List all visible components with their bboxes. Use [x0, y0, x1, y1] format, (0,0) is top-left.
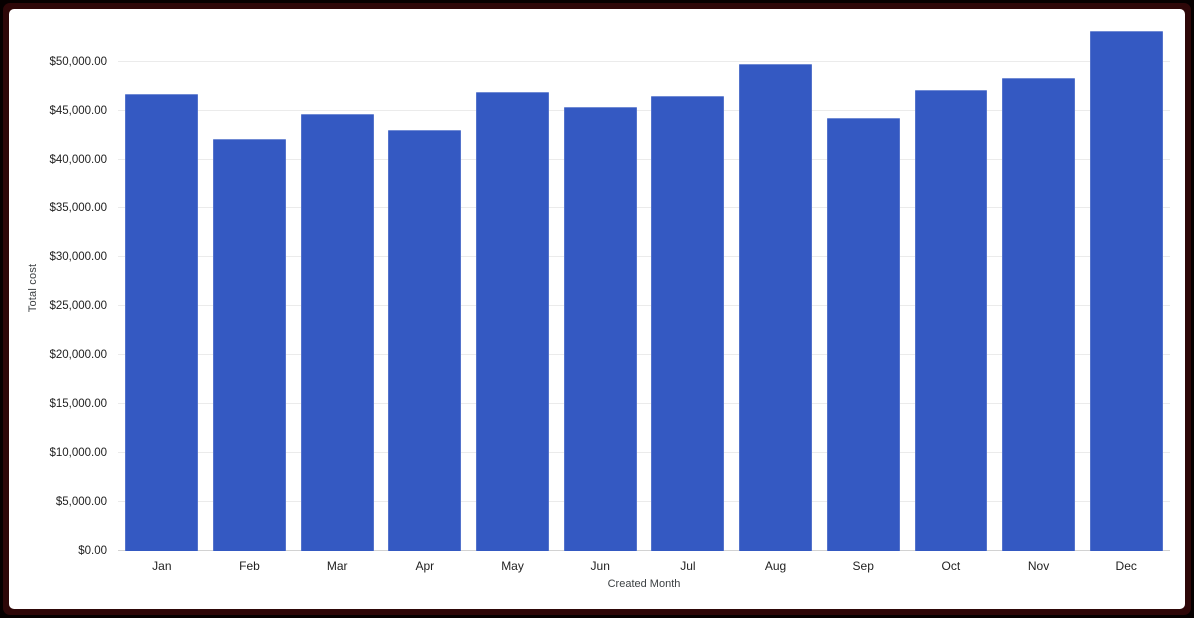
gridline	[118, 305, 1170, 307]
x-axis-tick-label: Jan	[152, 559, 172, 573]
y-axis-tick-label: $35,000.00	[49, 202, 107, 215]
x-axis-tick-label: Jul	[680, 559, 696, 573]
bar-oct[interactable]	[914, 90, 988, 551]
bar-dec[interactable]	[1089, 31, 1163, 551]
y-axis-tick-label: $20,000.00	[49, 349, 107, 362]
bar-slot	[1082, 24, 1170, 551]
chart-card: Total cost $0.00 $5,000.00 $10,000.00 $15,0…	[9, 9, 1185, 609]
chart-frame-border: Total cost $0.00 $5,000.00 $10,000.00 $15,0…	[3, 3, 1191, 615]
y-axis-tick-label: $40,000.00	[49, 153, 107, 166]
y-axis-tick-label: $30,000.00	[49, 251, 107, 264]
bar-mar[interactable]	[300, 113, 374, 551]
gridline	[118, 109, 1170, 111]
bar-slot	[381, 24, 469, 551]
x-axis-tick-label: Dec	[1115, 559, 1137, 573]
gridline	[118, 158, 1170, 160]
bar-jul[interactable]	[651, 95, 725, 551]
bar-apr[interactable]	[388, 130, 462, 551]
bar-jun[interactable]	[563, 106, 637, 551]
plot-area	[118, 24, 1170, 551]
gridline	[118, 550, 1170, 551]
y-axis-tick-label: $0.00	[78, 545, 107, 557]
x-axis-tick-label: Nov	[1027, 559, 1050, 573]
y-axis-tick-labels: $0.00 $5,000.00 $10,000.00 $15,000.00 $20,00…	[9, 24, 107, 557]
bar-may[interactable]	[476, 92, 549, 551]
bar-slot	[644, 24, 732, 551]
gridline	[118, 60, 1170, 62]
x-axis-tick-label: Oct	[941, 559, 961, 573]
x-axis-tick-label: May	[501, 559, 524, 573]
gridline	[118, 403, 1170, 405]
bar-slot	[556, 24, 644, 551]
bar-feb[interactable]	[213, 139, 286, 551]
bar-nov[interactable]	[1002, 78, 1075, 551]
x-axis-tick-label: Aug	[764, 559, 787, 573]
y-axis-tick-label: $15,000.00	[49, 398, 107, 411]
bar-slot	[732, 24, 820, 551]
x-axis-tick-label: Jun	[590, 559, 610, 573]
y-axis-tick-label: $50,000.00	[49, 55, 107, 68]
y-axis-tick-label: $45,000.00	[49, 104, 107, 117]
gridline	[118, 256, 1170, 258]
y-axis-tick-label: $5,000.00	[55, 496, 107, 509]
x-axis-tick-label: Mar	[326, 559, 348, 573]
gridline	[118, 452, 1170, 454]
x-axis-title: Created Month	[607, 578, 681, 590]
bar-slot	[206, 24, 294, 551]
bar-aug[interactable]	[739, 63, 812, 551]
y-axis-tick-label: $25,000.00	[49, 300, 107, 313]
y-axis-tick-label: $10,000.00	[49, 447, 107, 460]
bar-slot	[293, 24, 381, 551]
x-axis-tick-label: Feb	[239, 559, 260, 573]
bar-slot	[819, 24, 907, 551]
bar-jan[interactable]	[125, 93, 199, 551]
gridline	[118, 354, 1170, 356]
gridline	[118, 207, 1170, 209]
bar-slot	[469, 24, 557, 551]
bar-slot	[118, 24, 206, 551]
gridline	[118, 501, 1170, 503]
x-axis-tick-label: Sep	[852, 559, 874, 573]
bar-sep[interactable]	[826, 118, 900, 551]
x-axis-tick-labels: Jan Feb Mar Apr May Jun Jul Aug Sep Oct Nov Dec	[118, 558, 1170, 574]
bar-slot	[995, 24, 1083, 551]
x-axis-tick-label: Apr	[415, 559, 435, 573]
bars-row	[118, 24, 1170, 551]
bar-slot	[907, 24, 995, 551]
